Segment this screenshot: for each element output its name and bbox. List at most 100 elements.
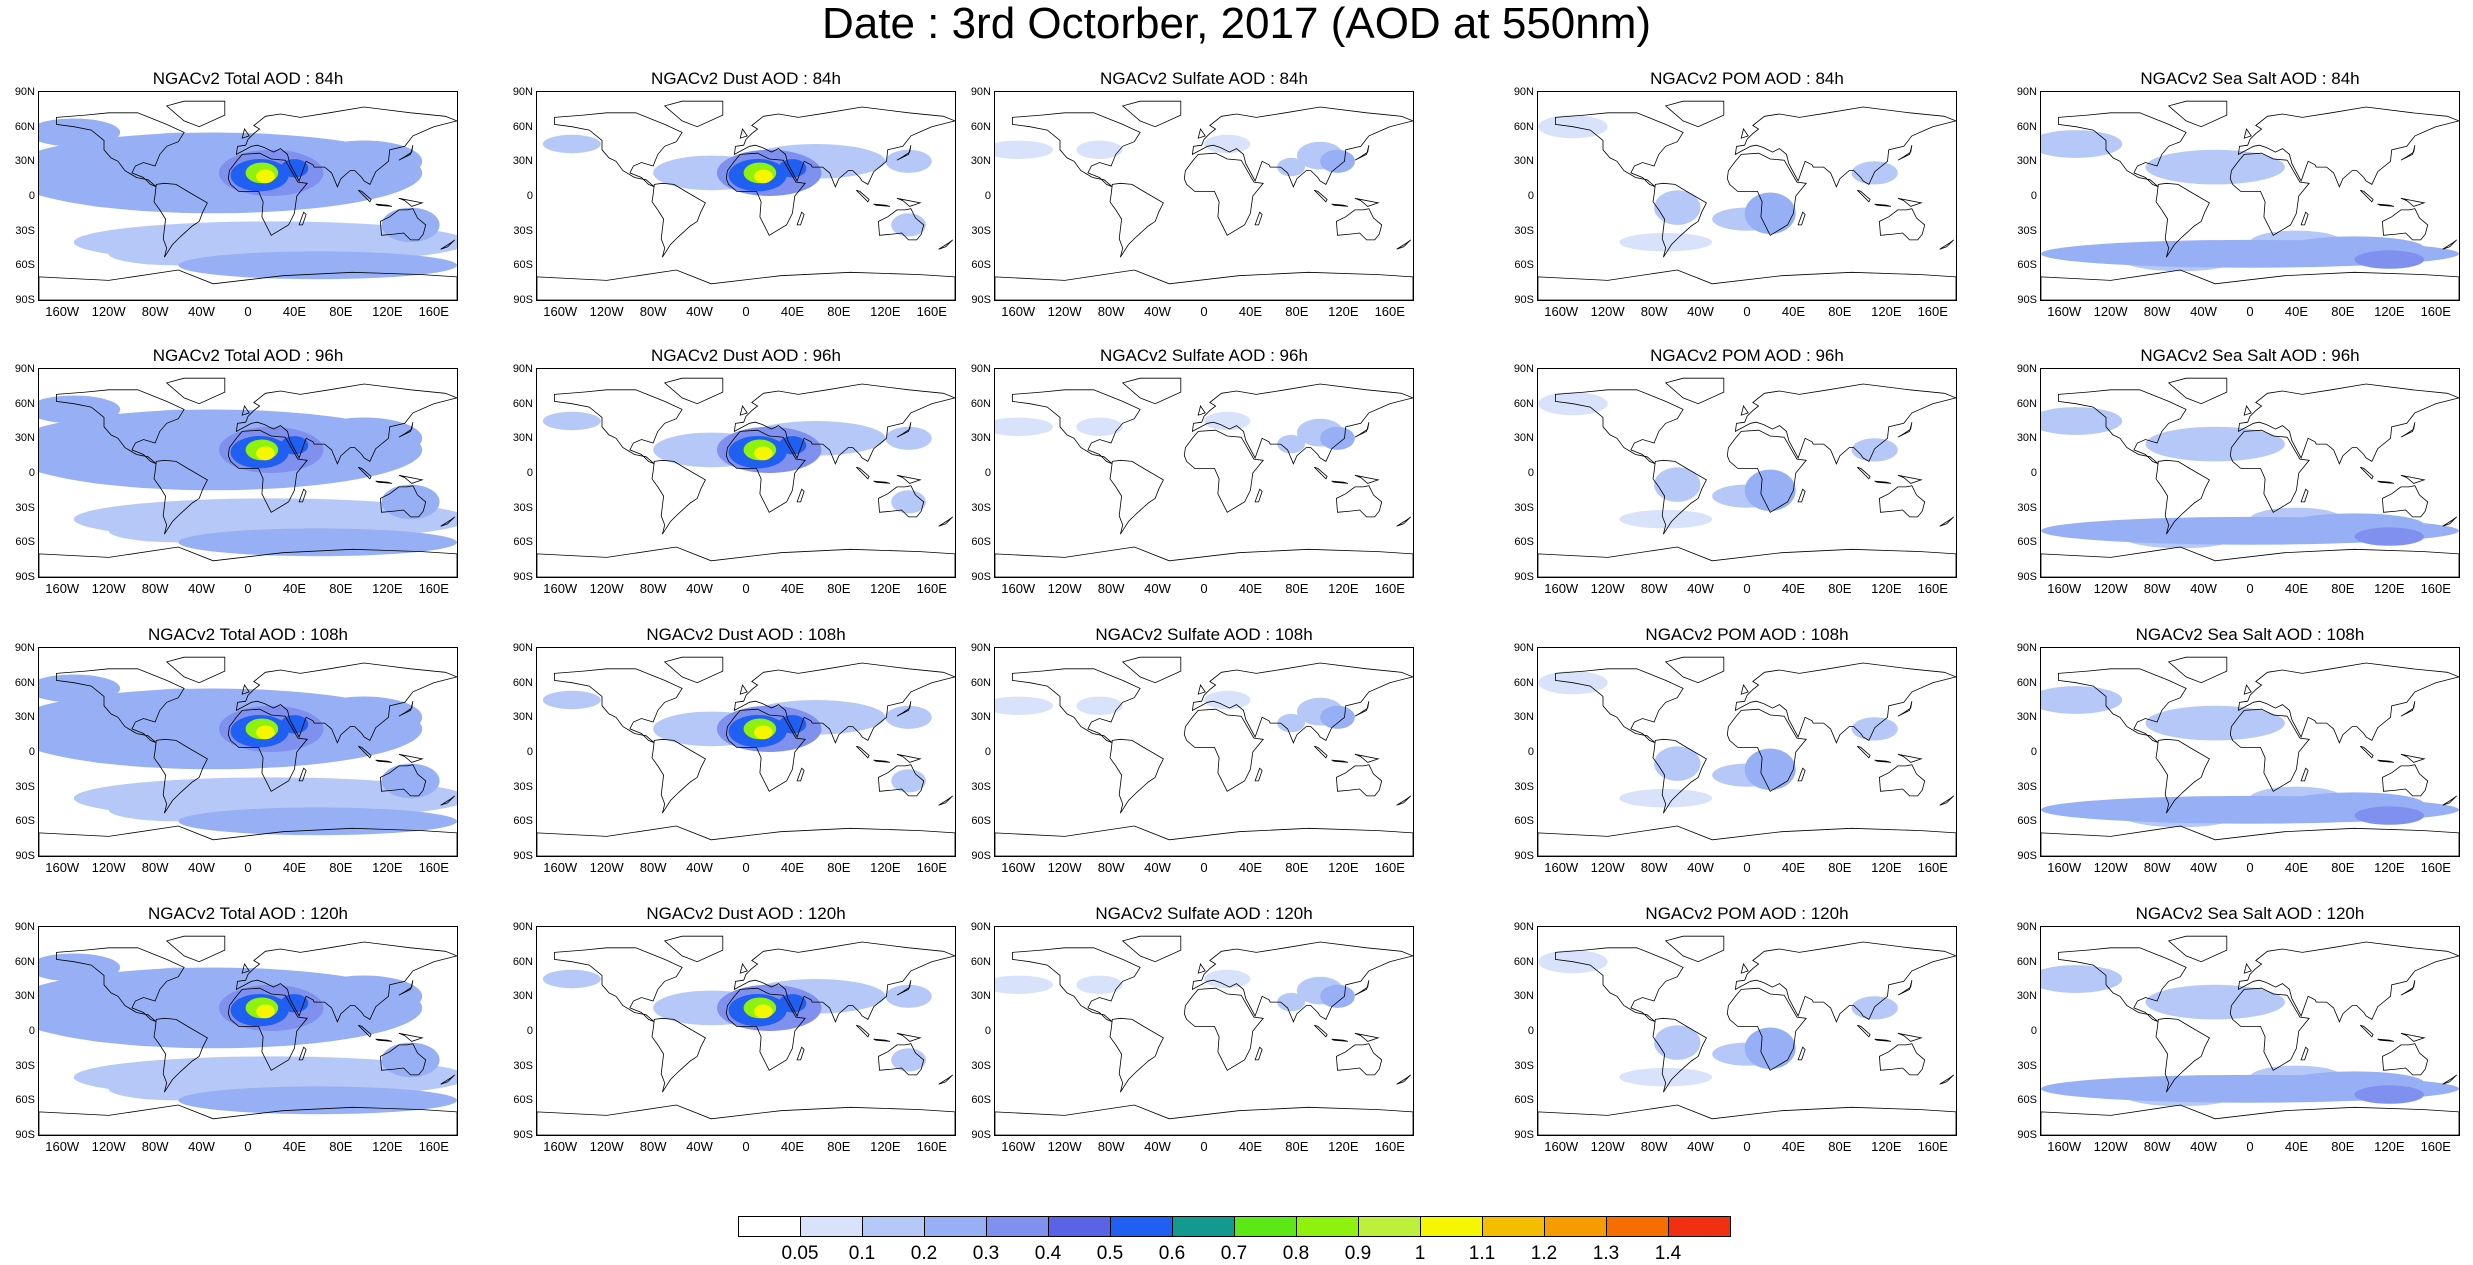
lat-tick-label: 60S <box>971 1094 991 1107</box>
coastline <box>1335 764 1383 797</box>
coastline <box>877 764 925 797</box>
aod-field <box>891 213 926 237</box>
coastline <box>873 759 891 763</box>
lat-tick-label: 60N <box>970 676 991 689</box>
coastline <box>39 546 457 577</box>
coastline <box>739 405 748 416</box>
coastline <box>2155 738 2210 814</box>
coastline <box>398 753 424 763</box>
lon-tick-label: 120E <box>1328 1139 1359 1154</box>
coastline <box>55 668 185 744</box>
coastline <box>2400 1032 2426 1042</box>
lon-tick-label: 160E <box>916 304 947 319</box>
aod-field <box>2145 426 2285 462</box>
panel-title: NGACv2 Sulfate AOD : 84h <box>1100 69 1308 88</box>
coastline <box>1664 377 1725 405</box>
coastline <box>1734 941 1956 1023</box>
lon-tick-label: 120W <box>1590 304 1625 319</box>
lat-tick-label: 60N <box>2016 676 2037 689</box>
lon-tick-label: 40E <box>1238 581 1262 596</box>
coastline <box>1538 825 1956 856</box>
map-panel: NGACv2 Sea Salt AOD : 108h <box>2040 623 2460 883</box>
coastline <box>896 145 912 161</box>
aod-field <box>1851 438 1898 462</box>
lon-tick-label: 40E <box>1781 860 1805 875</box>
lat-tick-label: 30N <box>2016 155 2037 168</box>
coastline <box>1331 480 1349 484</box>
coastline <box>663 100 724 128</box>
coastline <box>153 1017 208 1093</box>
map-panel: NGACv2 Total AOD : 96h <box>38 344 458 604</box>
coastline <box>2167 935 2228 963</box>
coastline <box>2243 128 2252 139</box>
aod-field <box>1320 149 1355 173</box>
aod-field <box>1851 161 1898 185</box>
lon-tick-label: 120W <box>2093 304 2128 319</box>
map-plot <box>39 656 457 856</box>
lat-tick-label: 0 <box>1527 746 1534 758</box>
coastline <box>856 466 870 480</box>
coastline <box>440 1074 455 1085</box>
coastline <box>1109 1017 1164 1093</box>
aod-field <box>1204 969 1251 989</box>
lat-tick-label: 60S <box>1514 815 1534 828</box>
coastline <box>739 684 748 695</box>
lon-tick-label: 120W <box>1047 581 1082 596</box>
lon-tick-label: 120E <box>870 304 901 319</box>
coastline <box>2400 145 2416 161</box>
coastline <box>1734 383 1956 465</box>
lon-tick-label: 80E <box>1828 1139 1852 1154</box>
coastline <box>1857 1024 1871 1038</box>
coastline <box>873 203 891 207</box>
lat-tick-label: 30S <box>1514 780 1534 793</box>
lon-tick-label: 80E <box>2331 581 2355 596</box>
lon-tick-label: 40W <box>1144 581 1171 596</box>
coastline <box>1396 239 1411 250</box>
lon-tick-label: 40W <box>686 1139 713 1154</box>
aod-field <box>2041 686 2123 714</box>
lon-tick-label: 40W <box>686 304 713 319</box>
colorbar-swatch <box>1668 1216 1731 1237</box>
lat-tick-label: 30S <box>15 224 35 237</box>
map-panel: NGACv2 Sea Salt AOD : 96h <box>2040 344 2460 604</box>
colorbar-swatch <box>800 1216 863 1237</box>
lat-tick-label: 90S <box>513 294 533 306</box>
map-frame <box>2040 926 2460 1136</box>
aod-field <box>2354 806 2425 825</box>
lon-tick-label: 40W <box>1687 1139 1714 1154</box>
aod-field <box>995 140 1053 159</box>
coastline <box>733 662 955 744</box>
lon-tick-label: 0 <box>244 581 252 596</box>
lat-tick-label: 90S <box>971 850 991 862</box>
lat-tick-label: 60S <box>15 815 35 828</box>
lat-tick-label: 60S <box>513 259 533 272</box>
lat-tick-label: 90N <box>512 363 533 375</box>
coastline <box>1897 197 1923 207</box>
lon-tick-label: 80E <box>1828 304 1852 319</box>
coastline <box>1664 100 1725 128</box>
colorbar-label: 1.1 <box>1468 1243 1496 1264</box>
lon-tick-label: 160W <box>1001 581 1036 596</box>
coastline <box>1897 1032 1923 1042</box>
lat-tick-label: 60S <box>1514 259 1534 272</box>
lon-tick-label: 160E <box>1917 581 1948 596</box>
lat-tick-label: 90N <box>970 363 991 375</box>
coastline <box>241 405 250 416</box>
aod-field <box>1654 1025 1701 1060</box>
coastline <box>796 1046 805 1061</box>
map-plot <box>2041 377 2459 577</box>
coastline <box>1874 1038 1892 1042</box>
lat-tick-label: 0 <box>526 190 533 202</box>
lat-tick-label: 0 <box>28 190 35 202</box>
lat-tick-label: 60N <box>512 955 533 968</box>
lat-tick-label: 90N <box>14 642 35 654</box>
coastline <box>2360 466 2374 480</box>
map-plot <box>2041 935 2459 1135</box>
lat-tick-label: 30N <box>14 432 35 445</box>
lon-tick-label: 40W <box>2190 860 2217 875</box>
aod-field <box>1654 190 1701 225</box>
aod-field <box>2145 705 2285 741</box>
colorbar-label: 0.6 <box>1158 1243 1186 1264</box>
map-frame <box>1537 647 1957 857</box>
lon-tick-label: 160E <box>418 860 449 875</box>
